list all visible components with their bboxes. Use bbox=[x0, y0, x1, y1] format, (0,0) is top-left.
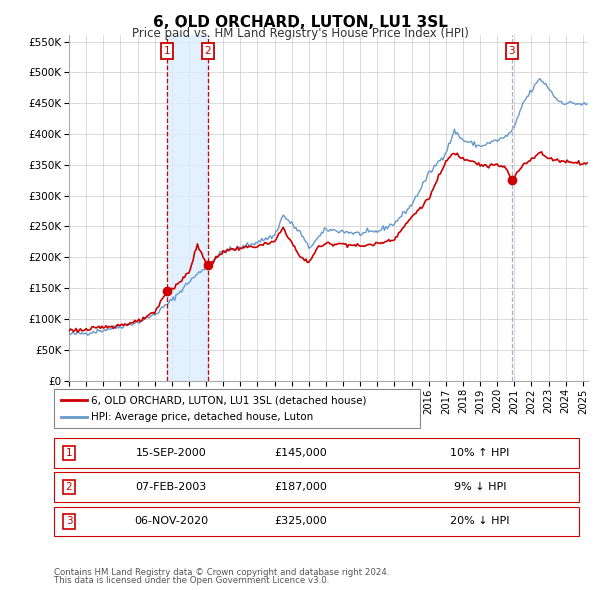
Text: HPI: Average price, detached house, Luton: HPI: Average price, detached house, Luto… bbox=[91, 412, 313, 422]
Text: 3: 3 bbox=[508, 46, 515, 56]
Text: 2: 2 bbox=[65, 482, 73, 492]
Text: 10% ↑ HPI: 10% ↑ HPI bbox=[451, 448, 509, 458]
Text: 1: 1 bbox=[163, 46, 170, 56]
Text: £145,000: £145,000 bbox=[274, 448, 327, 458]
Text: 07-FEB-2003: 07-FEB-2003 bbox=[136, 482, 206, 492]
Text: Contains HM Land Registry data © Crown copyright and database right 2024.: Contains HM Land Registry data © Crown c… bbox=[54, 568, 389, 577]
Text: 6, OLD ORCHARD, LUTON, LU1 3SL: 6, OLD ORCHARD, LUTON, LU1 3SL bbox=[152, 15, 448, 30]
Text: 06-NOV-2020: 06-NOV-2020 bbox=[134, 516, 208, 526]
Text: 20% ↓ HPI: 20% ↓ HPI bbox=[450, 516, 510, 526]
Text: £325,000: £325,000 bbox=[274, 516, 327, 526]
Text: 3: 3 bbox=[65, 516, 73, 526]
Text: 15-SEP-2000: 15-SEP-2000 bbox=[136, 448, 206, 458]
Text: 6, OLD ORCHARD, LUTON, LU1 3SL (detached house): 6, OLD ORCHARD, LUTON, LU1 3SL (detached… bbox=[91, 395, 367, 405]
Text: Price paid vs. HM Land Registry's House Price Index (HPI): Price paid vs. HM Land Registry's House … bbox=[131, 27, 469, 40]
Text: £187,000: £187,000 bbox=[274, 482, 327, 492]
Text: 1: 1 bbox=[65, 448, 73, 458]
Bar bbox=[167, 35, 208, 381]
Text: This data is licensed under the Open Government Licence v3.0.: This data is licensed under the Open Gov… bbox=[54, 576, 329, 585]
Text: 2: 2 bbox=[205, 46, 211, 56]
Text: 9% ↓ HPI: 9% ↓ HPI bbox=[454, 482, 506, 492]
